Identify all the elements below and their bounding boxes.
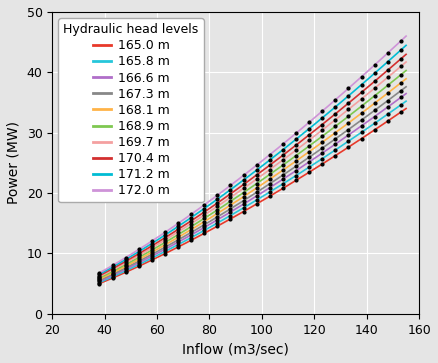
Y-axis label: Power (MW): Power (MW) — [7, 121, 21, 204]
Legend: 165.0 m, 165.8 m, 166.6 m, 167.3 m, 168.1 m, 168.9 m, 169.7 m, 170.4 m, 171.2 m,: 165.0 m, 165.8 m, 166.6 m, 167.3 m, 168.… — [58, 18, 204, 203]
X-axis label: Inflow (m3/sec): Inflow (m3/sec) — [182, 342, 289, 356]
